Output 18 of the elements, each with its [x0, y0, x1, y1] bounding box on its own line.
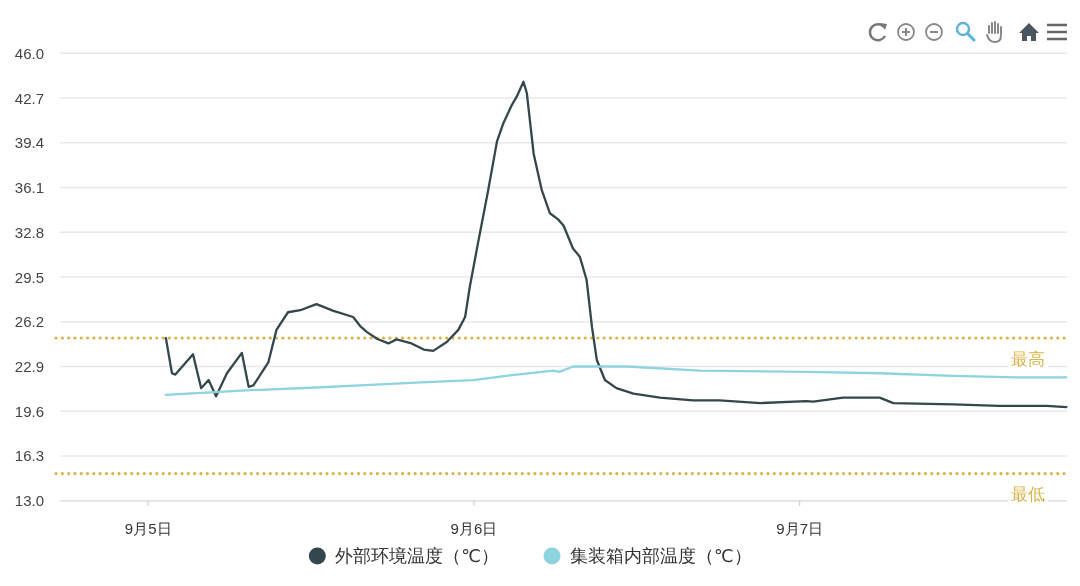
y-tick-label: 39.4	[14, 134, 44, 152]
x-tick-label: 9月5日	[124, 519, 172, 537]
y-tick-label: 32.8	[14, 223, 44, 241]
y-tick-label: 26.2	[14, 313, 44, 331]
y-tick-label: 13.0	[14, 492, 44, 510]
legend-label: 集装箱内部温度（℃）	[570, 546, 752, 566]
y-tick-label: 46.0	[14, 44, 44, 62]
y-tick-label: 16.3	[14, 447, 44, 465]
y-tick-label: 36.1	[14, 179, 44, 197]
legend-label: 外部环境温度（℃）	[335, 546, 499, 566]
ref-line-label: 最高	[1011, 349, 1045, 369]
y-tick-label: 22.9	[14, 357, 44, 375]
ref-line-label: 最低	[1011, 485, 1045, 505]
x-tick-label: 9月6日	[450, 519, 498, 537]
y-tick-label: 29.5	[14, 268, 44, 286]
y-tick-label: 19.6	[14, 402, 44, 420]
x-tick-label: 9月7日	[776, 519, 823, 537]
y-tick-label: 42.7	[14, 89, 44, 107]
